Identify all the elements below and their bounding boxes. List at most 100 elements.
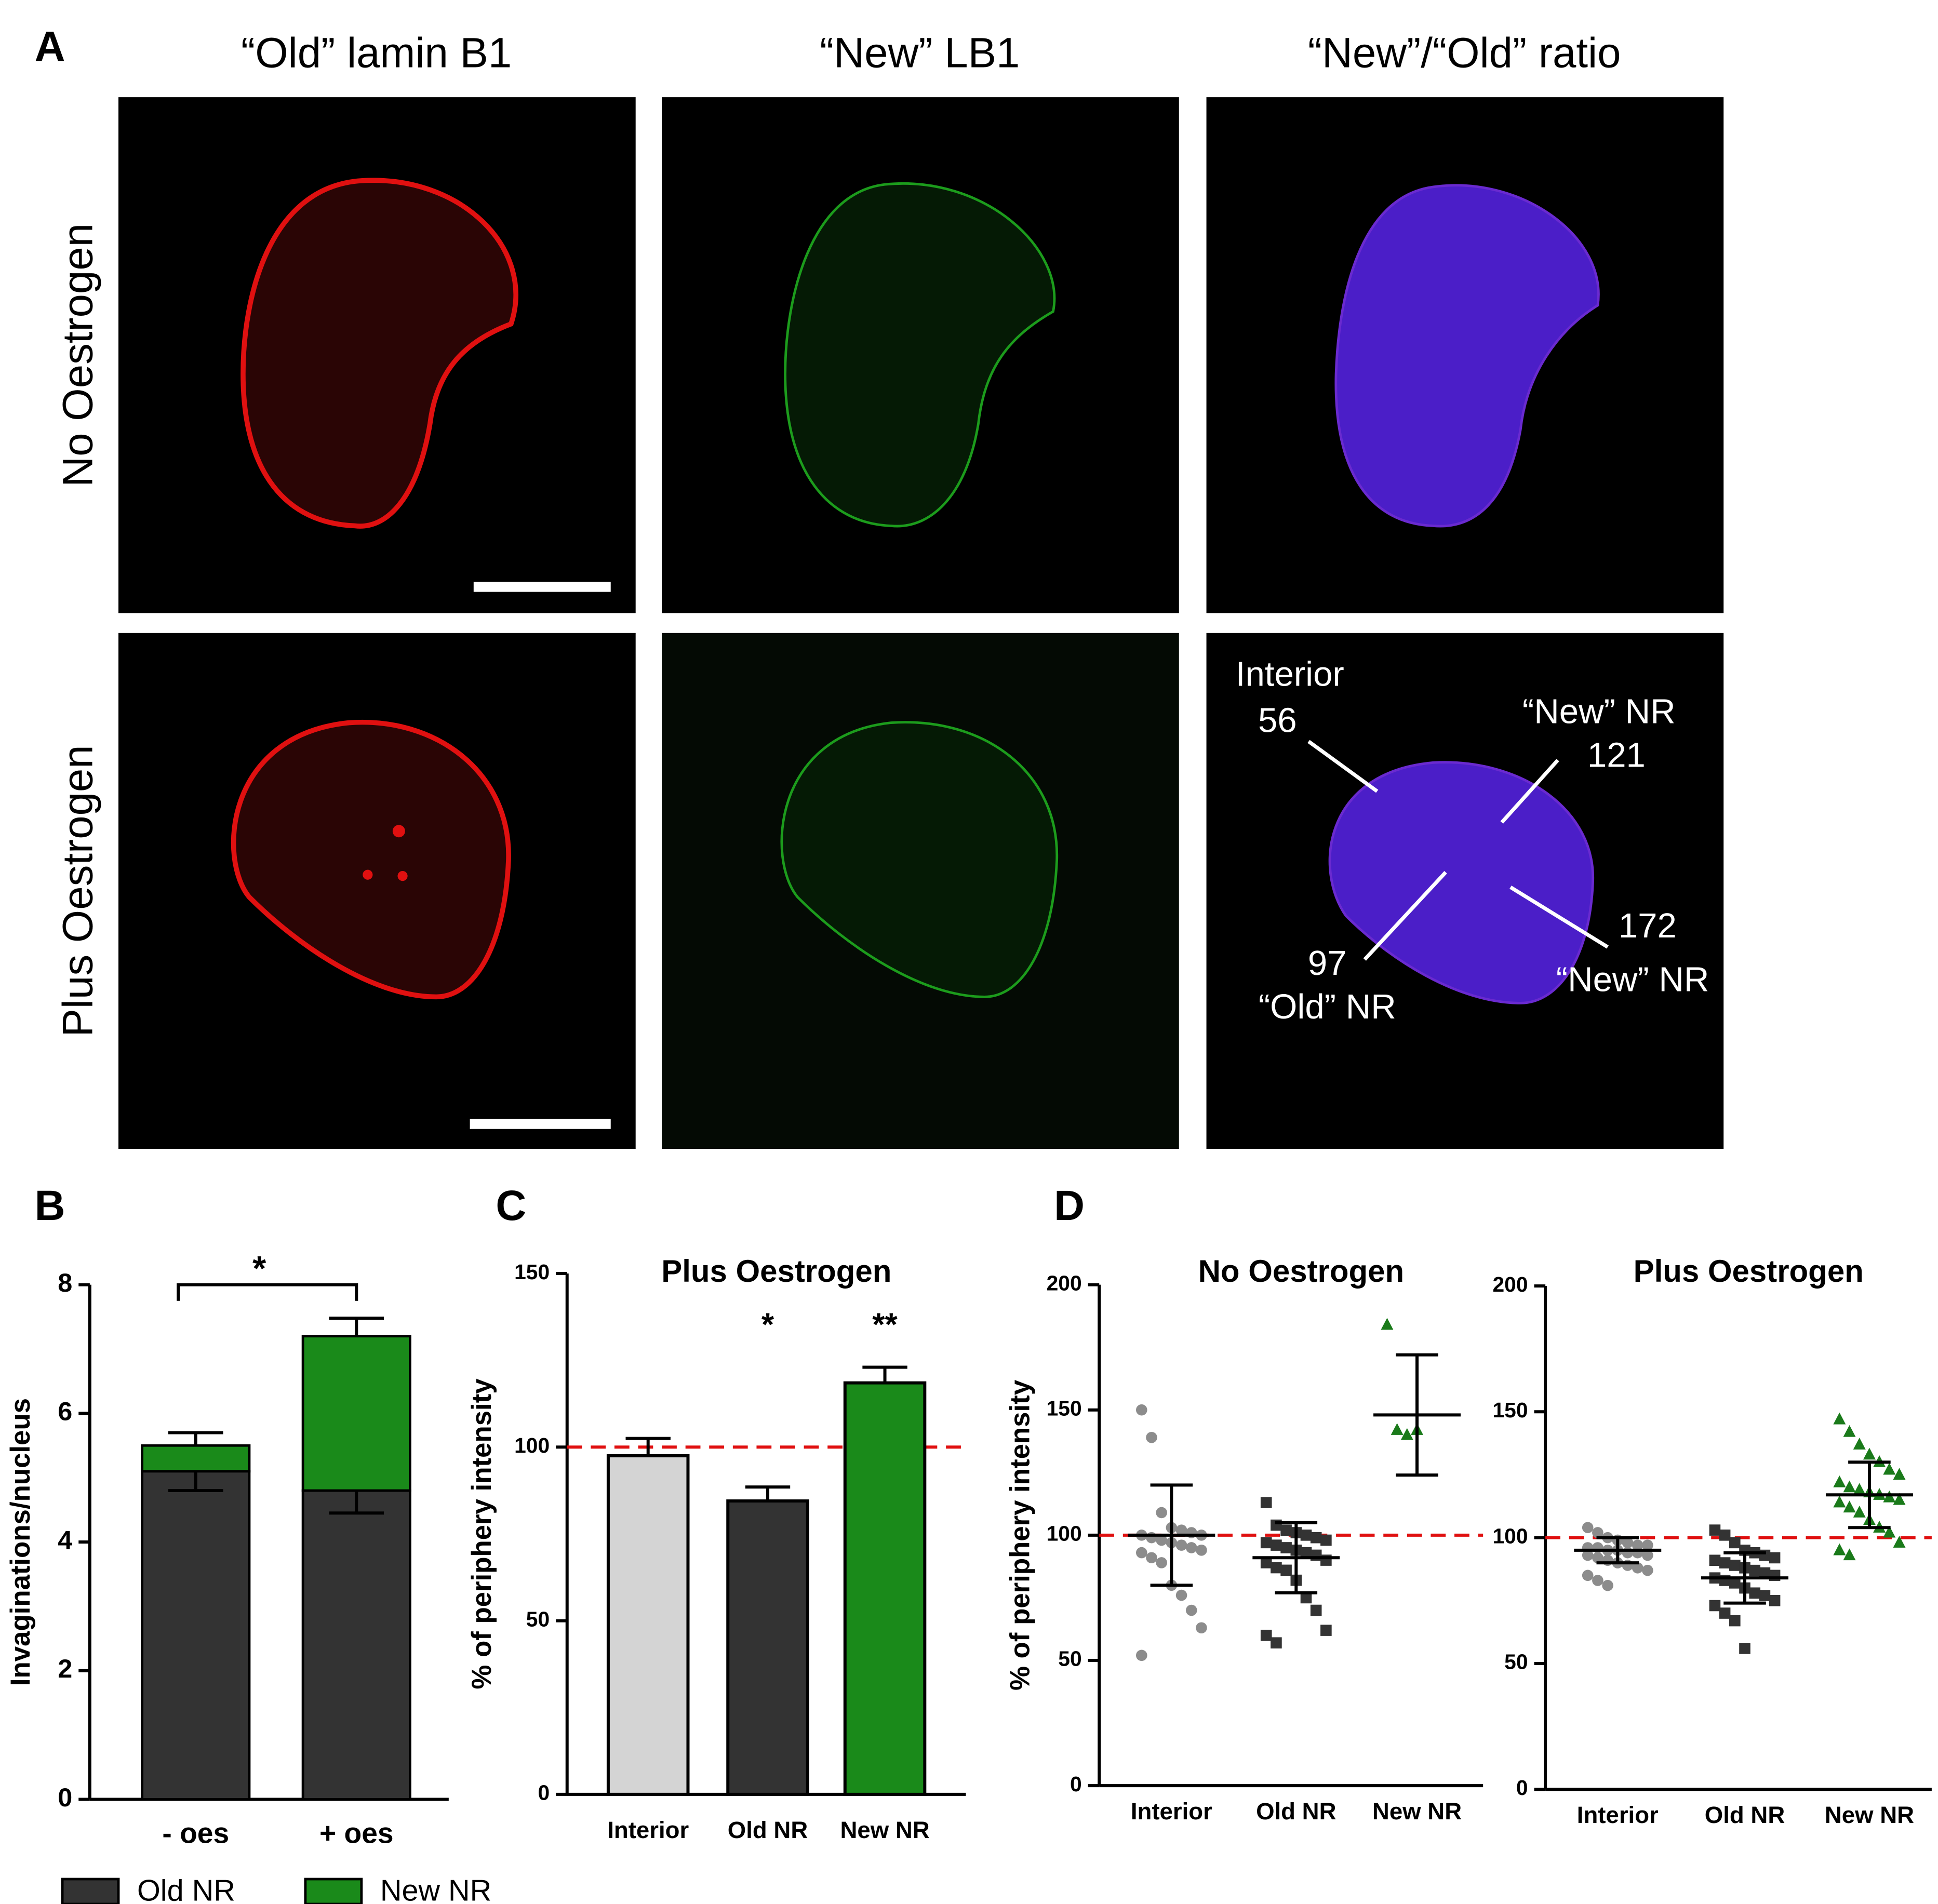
- bar: [606, 1454, 690, 1796]
- data-point: [1642, 1539, 1653, 1551]
- data-point: [1582, 1522, 1594, 1534]
- panel-label: B: [35, 1182, 65, 1229]
- data-point: [1400, 1428, 1413, 1440]
- y-tick-label: 4: [58, 1525, 72, 1554]
- data-point: [1175, 1589, 1187, 1601]
- x-tick-label: Interior: [1131, 1798, 1212, 1825]
- data-point: [1602, 1579, 1613, 1591]
- data-point: [1853, 1483, 1866, 1495]
- x-tick-label: + oes: [319, 1817, 394, 1849]
- data-point: [1582, 1549, 1594, 1561]
- panel-label: C: [496, 1182, 526, 1229]
- x-tick-label: New NR: [1825, 1802, 1914, 1828]
- y-axis-label: Invaginations/nucleus: [5, 1398, 36, 1686]
- y-tick-label: 50: [1058, 1647, 1081, 1671]
- data-point: [1729, 1615, 1741, 1627]
- legend-label: New NR: [380, 1874, 491, 1904]
- data-point: [1592, 1527, 1603, 1538]
- data-point: [1833, 1495, 1846, 1508]
- data-point: [1381, 1318, 1394, 1330]
- y-axis-label: % of periphery intensity: [1005, 1379, 1035, 1691]
- bar-segment: [141, 1470, 251, 1801]
- panel-a-images: [118, 97, 1724, 1149]
- column-title: “Old” lamin B1: [241, 30, 512, 77]
- data-point: [1709, 1524, 1721, 1536]
- x-tick-label: Old NR: [728, 1817, 808, 1843]
- data-point: [1883, 1490, 1896, 1503]
- data-point: [1709, 1554, 1721, 1566]
- bar: [726, 1499, 809, 1796]
- annotation-value: 172: [1619, 906, 1677, 945]
- data-point: [1729, 1537, 1741, 1549]
- y-tick-label: 150: [1047, 1396, 1082, 1420]
- row-title: No Oestrogen: [55, 223, 102, 487]
- y-tick-label: 0: [1070, 1772, 1082, 1796]
- data-point: [1622, 1537, 1634, 1549]
- annotation-name: “Old” NR: [1259, 987, 1396, 1026]
- y-tick-label: 200: [1047, 1271, 1082, 1295]
- data-point: [1300, 1547, 1312, 1559]
- sd-bar: [1596, 1536, 1639, 1565]
- y-axis-label: % of periphery intensity: [466, 1378, 497, 1690]
- legend-label: Old NR: [137, 1874, 235, 1904]
- data-point: [1271, 1637, 1282, 1648]
- panel-label: A: [35, 23, 65, 71]
- data-point: [1582, 1570, 1594, 1581]
- error-bar: [168, 1431, 223, 1446]
- y-tick-label: 200: [1493, 1272, 1528, 1296]
- y-tick-label: 0: [58, 1782, 72, 1812]
- annotation-name: “New” NR: [1556, 960, 1709, 999]
- legend-swatch: [304, 1878, 363, 1904]
- data-point: [1196, 1622, 1207, 1634]
- data-point: [1739, 1643, 1750, 1654]
- data-point: [1769, 1552, 1781, 1564]
- data-point: [1759, 1567, 1771, 1579]
- data-point: [1833, 1475, 1846, 1487]
- data-point: [1759, 1590, 1771, 1601]
- x-tick-label: Old NR: [1256, 1798, 1336, 1825]
- data-point: [1893, 1493, 1906, 1505]
- y-tick-label: 6: [58, 1397, 72, 1426]
- data-point: [1843, 1480, 1856, 1493]
- data-point: [1632, 1562, 1643, 1574]
- data-point: [1310, 1532, 1322, 1544]
- data-point: [1642, 1549, 1653, 1561]
- x-tick-label: Interior: [1577, 1802, 1659, 1828]
- data-point: [1719, 1607, 1731, 1619]
- data-point: [1175, 1539, 1187, 1551]
- sd-bar: [1396, 1353, 1438, 1477]
- bar-segment: [141, 1444, 251, 1473]
- data-point: [1300, 1530, 1312, 1541]
- data-point: [1729, 1560, 1741, 1571]
- error-bar: [329, 1316, 384, 1336]
- bar-segment: [301, 1489, 411, 1801]
- data-point: [1135, 1547, 1147, 1559]
- data-point: [1863, 1447, 1876, 1460]
- panel-label: D: [1054, 1182, 1085, 1229]
- sd-bar: [1723, 1551, 1766, 1605]
- data-point: [1843, 1548, 1856, 1561]
- data-point: [1135, 1404, 1147, 1416]
- data-point: [1260, 1557, 1272, 1568]
- data-point: [1185, 1604, 1197, 1616]
- error-bar: [745, 1485, 791, 1501]
- data-point: [1729, 1577, 1741, 1589]
- data-point: [1592, 1575, 1603, 1586]
- data-point: [1320, 1534, 1332, 1546]
- data-point: [1280, 1542, 1292, 1553]
- annotation-value: 97: [1308, 944, 1347, 983]
- y-tick-label: 0: [1516, 1776, 1528, 1800]
- legend-swatch: [61, 1878, 120, 1904]
- data-point: [1175, 1524, 1187, 1536]
- data-point: [1156, 1534, 1167, 1546]
- data-point: [1769, 1594, 1781, 1606]
- data-point: [1185, 1542, 1197, 1553]
- x-tick-label: Interior: [607, 1817, 689, 1843]
- data-point: [1749, 1564, 1761, 1576]
- y-tick-label: 50: [526, 1607, 550, 1631]
- column-title: “New” LB1: [820, 30, 1020, 77]
- data-point: [1196, 1544, 1207, 1556]
- data-point: [1280, 1524, 1292, 1536]
